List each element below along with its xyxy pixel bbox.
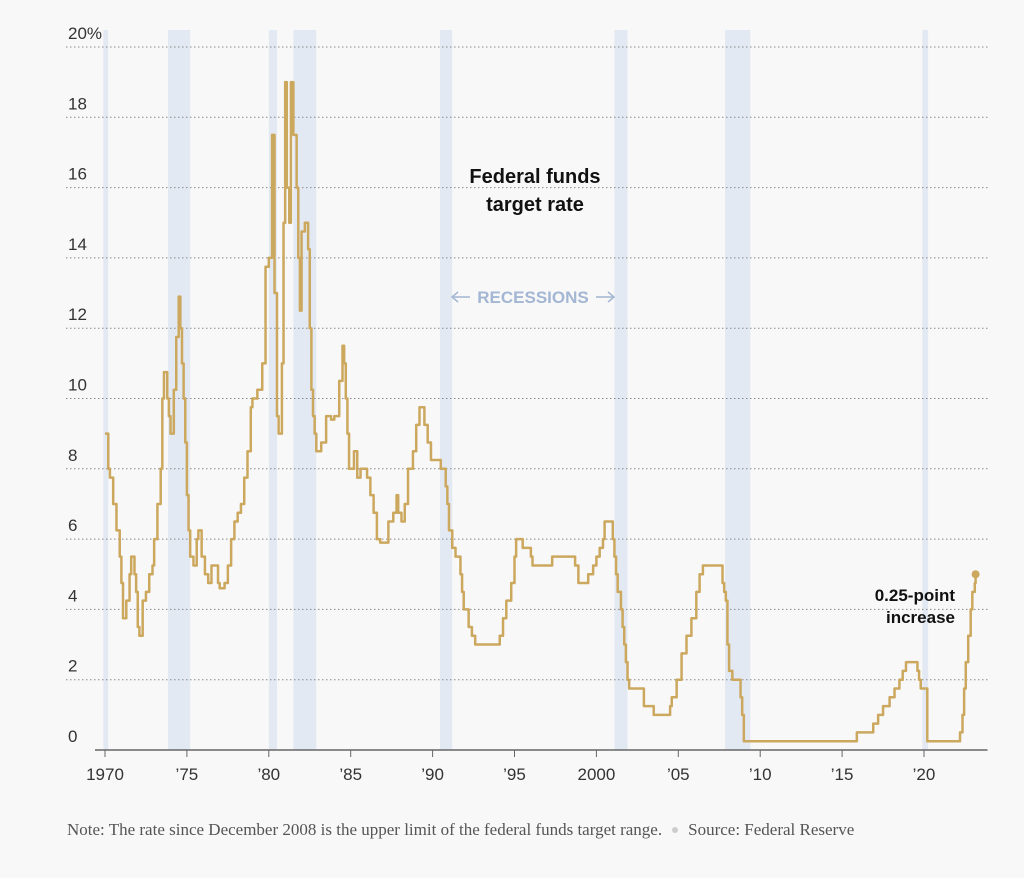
recession-band (922, 30, 929, 750)
x-tick-label: ’90 (421, 765, 444, 784)
series-label: Federal funds (469, 166, 600, 188)
recession-band (168, 30, 191, 750)
separator (672, 827, 679, 834)
series-label: target rate (486, 194, 584, 216)
y-tick-label: 10 (68, 376, 87, 395)
source: Source: Federal Reserve (688, 820, 855, 839)
arrow-left-head (450, 291, 459, 303)
end-label: increase (886, 608, 955, 627)
x-tick-label: ’80 (257, 765, 280, 784)
rate-line (105, 80, 977, 743)
end-point (971, 570, 980, 579)
y-tick-label: 8 (68, 446, 77, 465)
x-tick-label: ’10 (749, 765, 772, 784)
x-tick-label: ’75 (176, 765, 199, 784)
y-tick-label: 20% (68, 24, 102, 43)
x-tick-label: ’85 (339, 765, 362, 784)
y-tick-label: 2 (68, 657, 77, 676)
y-tick-label: 6 (68, 516, 77, 535)
y-tick-label: 12 (68, 305, 87, 324)
y-tick-label: 18 (68, 94, 87, 113)
x-tick-label: ’05 (667, 765, 690, 784)
arrow-right-head (607, 291, 616, 303)
x-tick-label: ’20 (913, 765, 936, 784)
y-tick-label: 4 (68, 586, 77, 605)
note: Note: The rate since December 2008 is th… (67, 820, 663, 839)
y-tick-label: 0 (68, 727, 77, 746)
recession-band (268, 30, 277, 750)
recession-band (439, 30, 453, 750)
y-tick-label: 16 (68, 165, 87, 184)
x-tick-label: 2000 (577, 765, 615, 784)
recession-band (614, 30, 628, 750)
footnote: Note: The rate since December 2008 is th… (67, 817, 977, 842)
x-tick-label: 1970 (86, 765, 124, 784)
end-label: 0.25-point (875, 586, 956, 605)
x-tick-label: ’15 (831, 765, 854, 784)
chart: RECESSIONS Federal funds target rate 0.2… (66, 24, 988, 784)
recession-band (103, 30, 109, 750)
y-tick-label: 14 (68, 235, 87, 254)
recession-band (724, 30, 751, 750)
recessions-label: RECESSIONS (477, 288, 588, 307)
x-tick-label: ’95 (503, 765, 526, 784)
